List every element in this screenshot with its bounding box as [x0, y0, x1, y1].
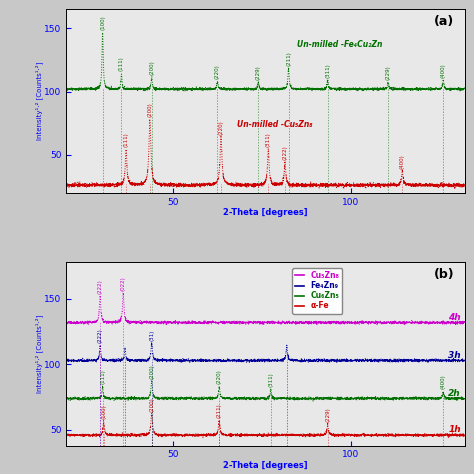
Text: (220): (220) [217, 369, 222, 384]
Text: (229): (229) [385, 65, 391, 80]
Text: (211): (211) [217, 403, 222, 418]
Text: (111): (111) [119, 57, 124, 72]
Text: (222): (222) [98, 279, 103, 294]
Text: (400): (400) [400, 154, 405, 169]
Text: (229): (229) [325, 407, 330, 422]
Text: (111): (111) [124, 132, 128, 147]
Text: (022): (022) [121, 276, 126, 291]
Text: (200): (200) [147, 102, 153, 117]
Text: (229): (229) [256, 65, 261, 80]
Legend: Cu₅Zn₈, Fe₄Zn₉, Cu₆Zn₅, α-Fe: Cu₅Zn₈, Fe₄Zn₉, Cu₆Zn₅, α-Fe [292, 268, 342, 313]
Text: (220): (220) [219, 120, 224, 135]
X-axis label: 2-Theta [degrees]: 2-Theta [degrees] [223, 208, 308, 217]
Text: (222): (222) [98, 329, 103, 344]
Text: 2h: 2h [448, 389, 461, 398]
Text: (a): (a) [434, 15, 455, 28]
Text: (400): (400) [441, 63, 446, 78]
Text: (311): (311) [268, 372, 273, 387]
Text: (200): (200) [149, 61, 154, 75]
Text: (200): (200) [149, 397, 154, 411]
Text: (222): (222) [283, 145, 288, 160]
Text: (311): (311) [325, 63, 330, 78]
Text: (31): (31) [149, 329, 154, 341]
Text: (100): (100) [100, 15, 105, 30]
Text: (220): (220) [215, 64, 220, 79]
Text: 1h: 1h [448, 426, 461, 435]
Text: (200): (200) [149, 364, 154, 379]
Text: (400): (400) [441, 374, 446, 389]
Text: 3h: 3h [448, 351, 461, 360]
Text: Un-milled -Fe₄Cu₂Zn: Un-milled -Fe₄Cu₂Zn [297, 40, 383, 49]
Text: Un-milled -Cu₅Zn₈: Un-milled -Cu₅Zn₈ [237, 120, 313, 129]
Text: 4h: 4h [448, 313, 461, 322]
Text: (100): (100) [101, 405, 106, 419]
Y-axis label: Intensity¹·² [Counts¹·²]: Intensity¹·² [Counts¹·²] [35, 62, 43, 140]
Text: (311): (311) [266, 132, 271, 147]
Text: (111): (111) [100, 369, 105, 384]
Text: (211): (211) [286, 52, 291, 66]
Y-axis label: Intensity¹·² [Counts¹·²]: Intensity¹·² [Counts¹·²] [35, 315, 43, 393]
Text: (b): (b) [434, 268, 455, 281]
X-axis label: 2-Theta [degrees]: 2-Theta [degrees] [223, 461, 308, 470]
